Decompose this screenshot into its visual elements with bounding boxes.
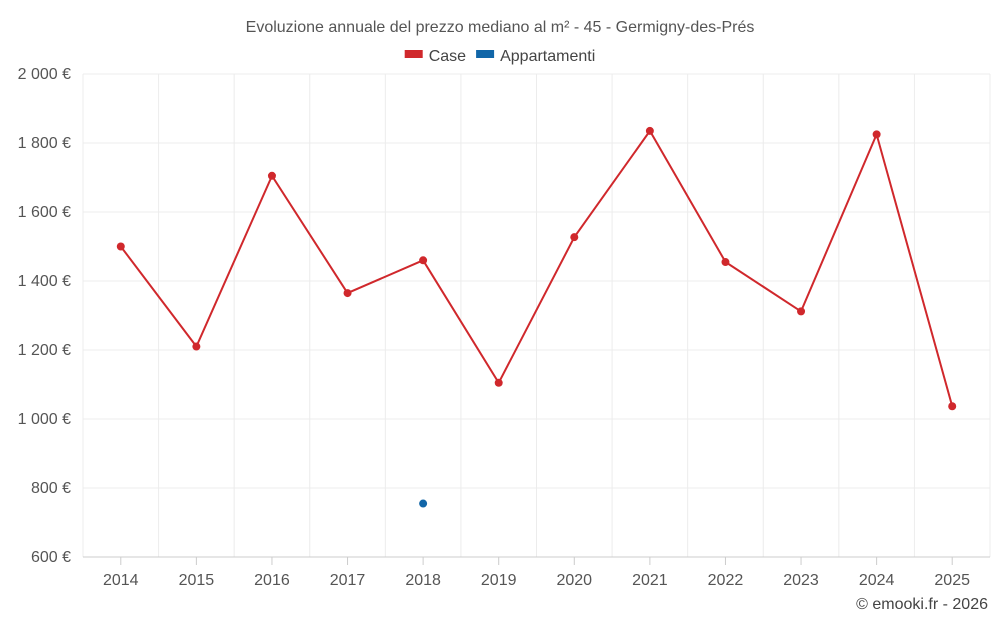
y-tick-label: 1 600 € [18,204,71,221]
data-point-case[interactable] [797,307,806,316]
legend-label: Appartamenti [500,48,595,65]
x-tick-label: 2015 [179,572,215,589]
chart-title: Evoluzione annuale del prezzo mediano al… [246,19,755,36]
x-tick-label: 2020 [556,572,592,589]
y-tick-label: 1 800 € [18,135,71,152]
y-tick-label: 600 € [31,549,71,566]
series-appartamenti [419,499,428,508]
y-tick-label: 1 000 € [18,411,71,428]
x-tick-label: 2017 [330,572,366,589]
data-point-case[interactable] [645,126,654,135]
y-tick-label: 800 € [31,480,71,497]
x-tick-label: 2025 [934,572,970,589]
legend-item-appartamenti[interactable]: Appartamenti [476,48,595,65]
x-tick-label: 2024 [859,572,895,589]
data-point-case[interactable] [419,256,428,265]
legend-swatch [404,50,423,58]
grid [82,73,991,558]
series-line-case [120,129,954,407]
x-tick-label: 2023 [783,572,819,589]
x-tick-label: 2016 [254,572,290,589]
data-point-case[interactable] [721,258,730,267]
data-point-case[interactable] [192,342,201,351]
axes: 600 € 800 € 1 000 € 1 200 € 1 400 € 1 600 € 1 … [18,66,990,589]
x-tick-label: 2022 [708,572,744,589]
legend-swatch [476,50,495,58]
y-tick-label: 2 000 € [18,66,71,83]
data-point-appartamenti[interactable] [419,499,428,508]
x-tick-label: 2019 [481,572,517,589]
data-point-case[interactable] [343,289,352,298]
x-tick-label: 2021 [632,572,668,589]
data-point-case[interactable] [872,130,881,139]
credit-text: © emooki.fr - 2026 [856,596,988,613]
legend-label: Case [429,48,466,65]
data-point-case[interactable] [570,233,579,242]
legend: Case Appartamenti [404,48,595,65]
x-tick-label: 2014 [103,572,139,589]
legend-item-case[interactable]: Case [404,48,466,65]
x-tick-label: 2018 [405,572,441,589]
series-case [116,126,957,411]
data-point-case[interactable] [116,242,125,251]
y-tick-label: 1 400 € [18,273,71,290]
data-point-case[interactable] [494,378,503,387]
y-tick-label: 1 200 € [18,342,71,359]
data-point-case[interactable] [948,402,957,411]
series-layer [116,126,957,508]
data-point-case[interactable] [267,171,276,180]
